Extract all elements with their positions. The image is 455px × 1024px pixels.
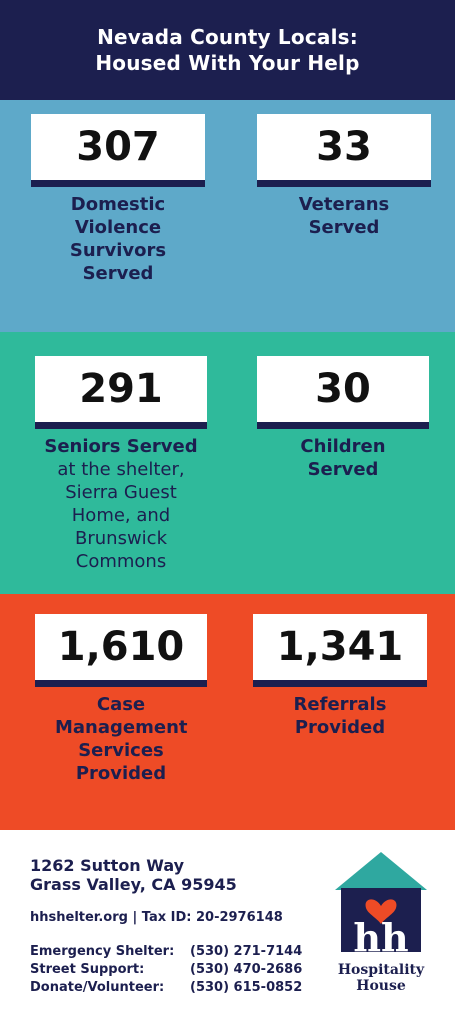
stat-label: Seniors Served at the shelter, Sierra Gu… <box>35 435 207 573</box>
stat-label-detail: at the shelter, Sierra Guest Home, and B… <box>57 459 185 572</box>
stat-label: Children Served <box>300 436 386 480</box>
contact-phone[interactable]: (530) 615-0852 <box>190 980 303 995</box>
stat-label: Referrals Provided <box>293 694 387 738</box>
stat-value: 307 <box>31 114 205 187</box>
stat-veterans: 33 Veterans Served <box>257 114 431 239</box>
hospitality-house-logo-icon: hh <box>335 852 427 960</box>
stat-value: 33 <box>257 114 431 187</box>
stat-label: Veterans Served <box>298 194 390 238</box>
heart-icon <box>365 899 397 924</box>
logo-roof <box>335 852 427 890</box>
stat-children: 30 Children Served <box>257 356 429 481</box>
stat-referrals: 1,341 Referrals Provided <box>253 614 427 739</box>
stat-seniors: 291 Seniors Served at the shelter, Sierr… <box>35 356 207 573</box>
stat-value: 291 <box>35 356 207 429</box>
contact-label: Street Support: <box>30 962 145 977</box>
logo-name-line-2: House <box>356 978 406 994</box>
contact-label: Donate/Volunteer: <box>30 980 165 995</box>
stat-label-bold: Seniors Served <box>44 436 198 457</box>
address-line-1: 1262 Sutton Way <box>30 856 185 875</box>
header-banner: Nevada County Locals: Housed With Your H… <box>0 0 455 100</box>
title-line-2: Housed With Your Help <box>95 51 360 75</box>
contact-phone[interactable]: (530) 470-2686 <box>190 962 303 977</box>
address: 1262 Sutton Way Grass Valley, CA 95945 <box>30 856 237 894</box>
contact-phone[interactable]: (530) 271-7144 <box>190 944 303 959</box>
contact-row: Donate/Volunteer: (530) 615-0852 <box>30 979 302 997</box>
stat-value: 1,341 <box>253 614 427 687</box>
stat-case-management: 1,610 Case Management Services Provided <box>35 614 207 785</box>
page-title: Nevada County Locals: Housed With Your H… <box>95 24 359 76</box>
stat-value: 1,610 <box>35 614 207 687</box>
logo-letters: hh <box>353 915 408 960</box>
stats-band-orange: 1,610 Case Management Services Provided … <box>0 594 455 830</box>
title-line-1: Nevada County Locals: <box>97 25 358 49</box>
stat-label: Case Management Services Provided <box>55 694 188 784</box>
address-line-2: Grass Valley, CA 95945 <box>30 875 237 894</box>
contact-row: Emergency Shelter: (530) 271-7144 <box>30 943 302 961</box>
stat-label: Domestic Violence Survivors Served <box>69 194 167 284</box>
stat-domestic-violence: 307 Domestic Violence Survivors Served <box>31 114 205 285</box>
website-tax-id[interactable]: hhshelter.org | Tax ID: 20-2976148 <box>30 910 283 925</box>
contact-list: Emergency Shelter: (530) 271-7144 Street… <box>30 943 302 997</box>
stat-value: 30 <box>257 356 429 429</box>
stats-band-blue: 307 Domestic Violence Survivors Served 3… <box>0 100 455 332</box>
stats-band-teal: 291 Seniors Served at the shelter, Sierr… <box>0 332 455 594</box>
footer: 1262 Sutton Way Grass Valley, CA 95945 h… <box>0 830 455 1024</box>
contact-row: Street Support: (530) 470-2686 <box>30 961 302 979</box>
logo-name-line-1: Hospitality <box>337 962 425 978</box>
logo-name: Hospitality House <box>320 962 442 994</box>
contact-label: Emergency Shelter: <box>30 944 175 959</box>
